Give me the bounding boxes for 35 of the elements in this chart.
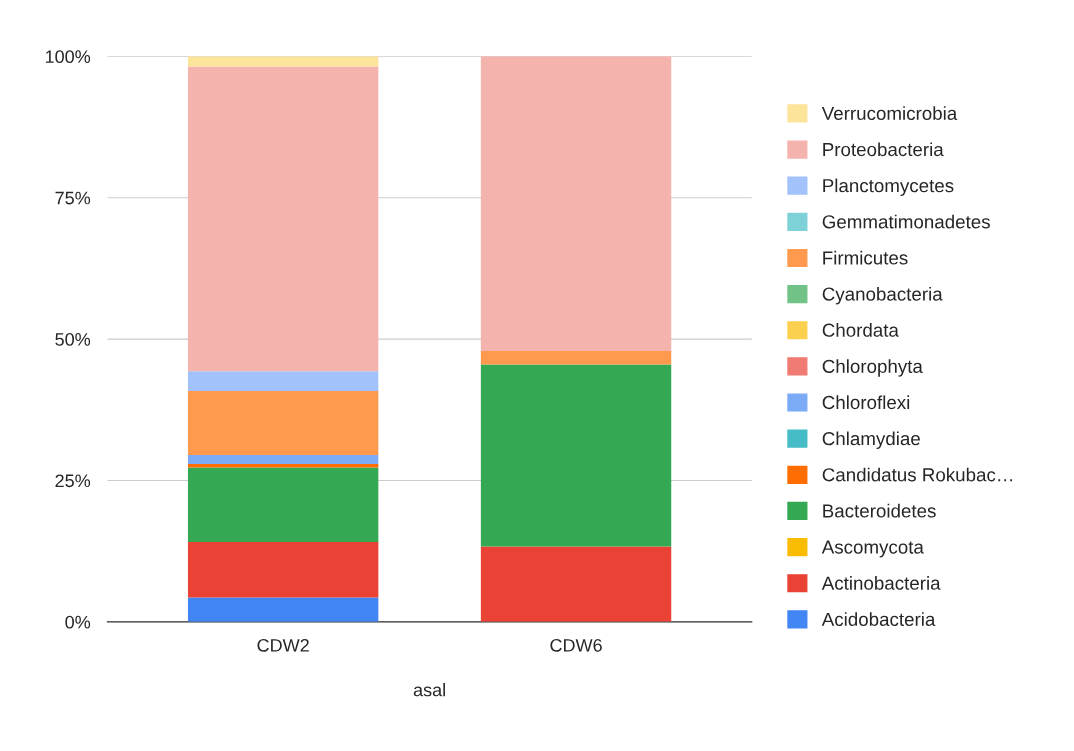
bar [480, 364, 672, 547]
legend-label: Chlamydiae [822, 431, 920, 449]
x-axis-title: asal [413, 683, 445, 697]
y-tick-label: 25% [55, 474, 91, 488]
bar [187, 66, 379, 372]
legend-label: Chordata [822, 323, 899, 337]
legend-label: Firmicutes [823, 250, 908, 265]
x-tick-label: CDW6 [550, 638, 602, 652]
bar [480, 350, 672, 365]
legend-label: Planctomycetes [823, 178, 954, 196]
bar [187, 56, 379, 67]
legend-label: Cyanobacteria [822, 286, 943, 305]
y-tick-label: 75% [55, 191, 91, 205]
legend-label: Candidatus Rokubac… [822, 467, 1013, 482]
legend-label: Verrucomicrobia [821, 106, 958, 121]
bar [187, 467, 379, 543]
x-tick-label: CDW2 [257, 638, 309, 652]
legend-label: Chloroflexi [822, 395, 910, 410]
legend-label: Acidobacteria [821, 612, 936, 626]
bar [187, 542, 379, 598]
legend-label: Actinobacteria [821, 576, 941, 590]
bar [480, 56, 672, 351]
bar [480, 546, 672, 622]
bar [187, 455, 379, 465]
bar [187, 597, 379, 622]
legend-label: Proteobacteria [823, 142, 944, 157]
y-tick-label: 100% [45, 50, 91, 64]
bar [187, 391, 379, 455]
bar [187, 371, 379, 392]
legend-label: Ascomycota [821, 540, 924, 558]
legend-label: Bacteroidetes [823, 503, 936, 518]
y-tick-label: 0% [65, 615, 91, 629]
legend-label: Gemmatimonadetes [822, 214, 990, 229]
y-tick-label: 50% [55, 333, 91, 346]
legend-label: Chlorophyta [822, 359, 923, 377]
